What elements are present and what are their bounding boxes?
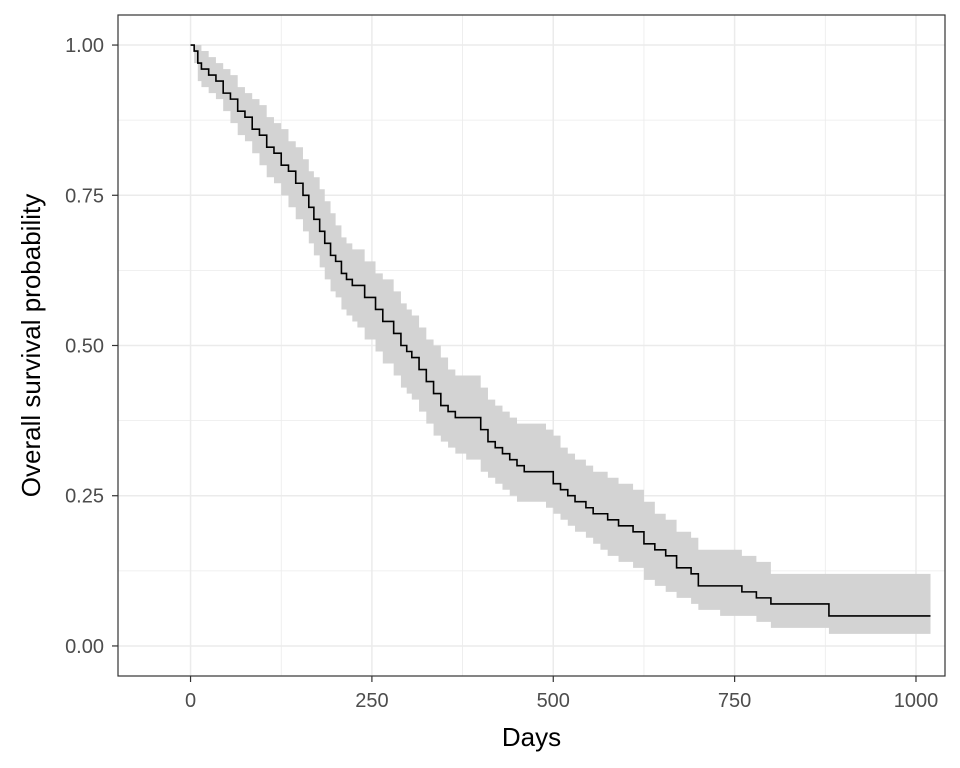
survival-curve-layer — [190, 44, 931, 617]
x-tick-label: 250 — [355, 690, 388, 712]
x-tick-label: 750 — [718, 690, 751, 712]
x-axis-ticks: 0 250 500 750 1000 — [185, 676, 938, 712]
y-tick-label: 0.50 — [65, 336, 104, 358]
x-tick-label: 0 — [185, 690, 196, 712]
x-tick-label: 1000 — [894, 690, 939, 712]
y-axis-title: Overall survival probability — [16, 194, 46, 497]
x-tick-label: 500 — [537, 690, 570, 712]
y-axis-ticks: 0.00 0.25 0.50 0.75 1.00 — [65, 35, 118, 658]
y-tick-label: 0.00 — [65, 636, 104, 658]
confidence-band-layer — [190, 45, 931, 634]
x-axis-title: Days — [502, 722, 561, 752]
y-tick-label: 1.00 — [65, 35, 104, 57]
y-tick-label: 0.25 — [65, 486, 104, 508]
confidence-band — [190, 45, 931, 634]
survival-curve — [190, 44, 931, 617]
y-tick-label: 0.75 — [65, 185, 104, 207]
